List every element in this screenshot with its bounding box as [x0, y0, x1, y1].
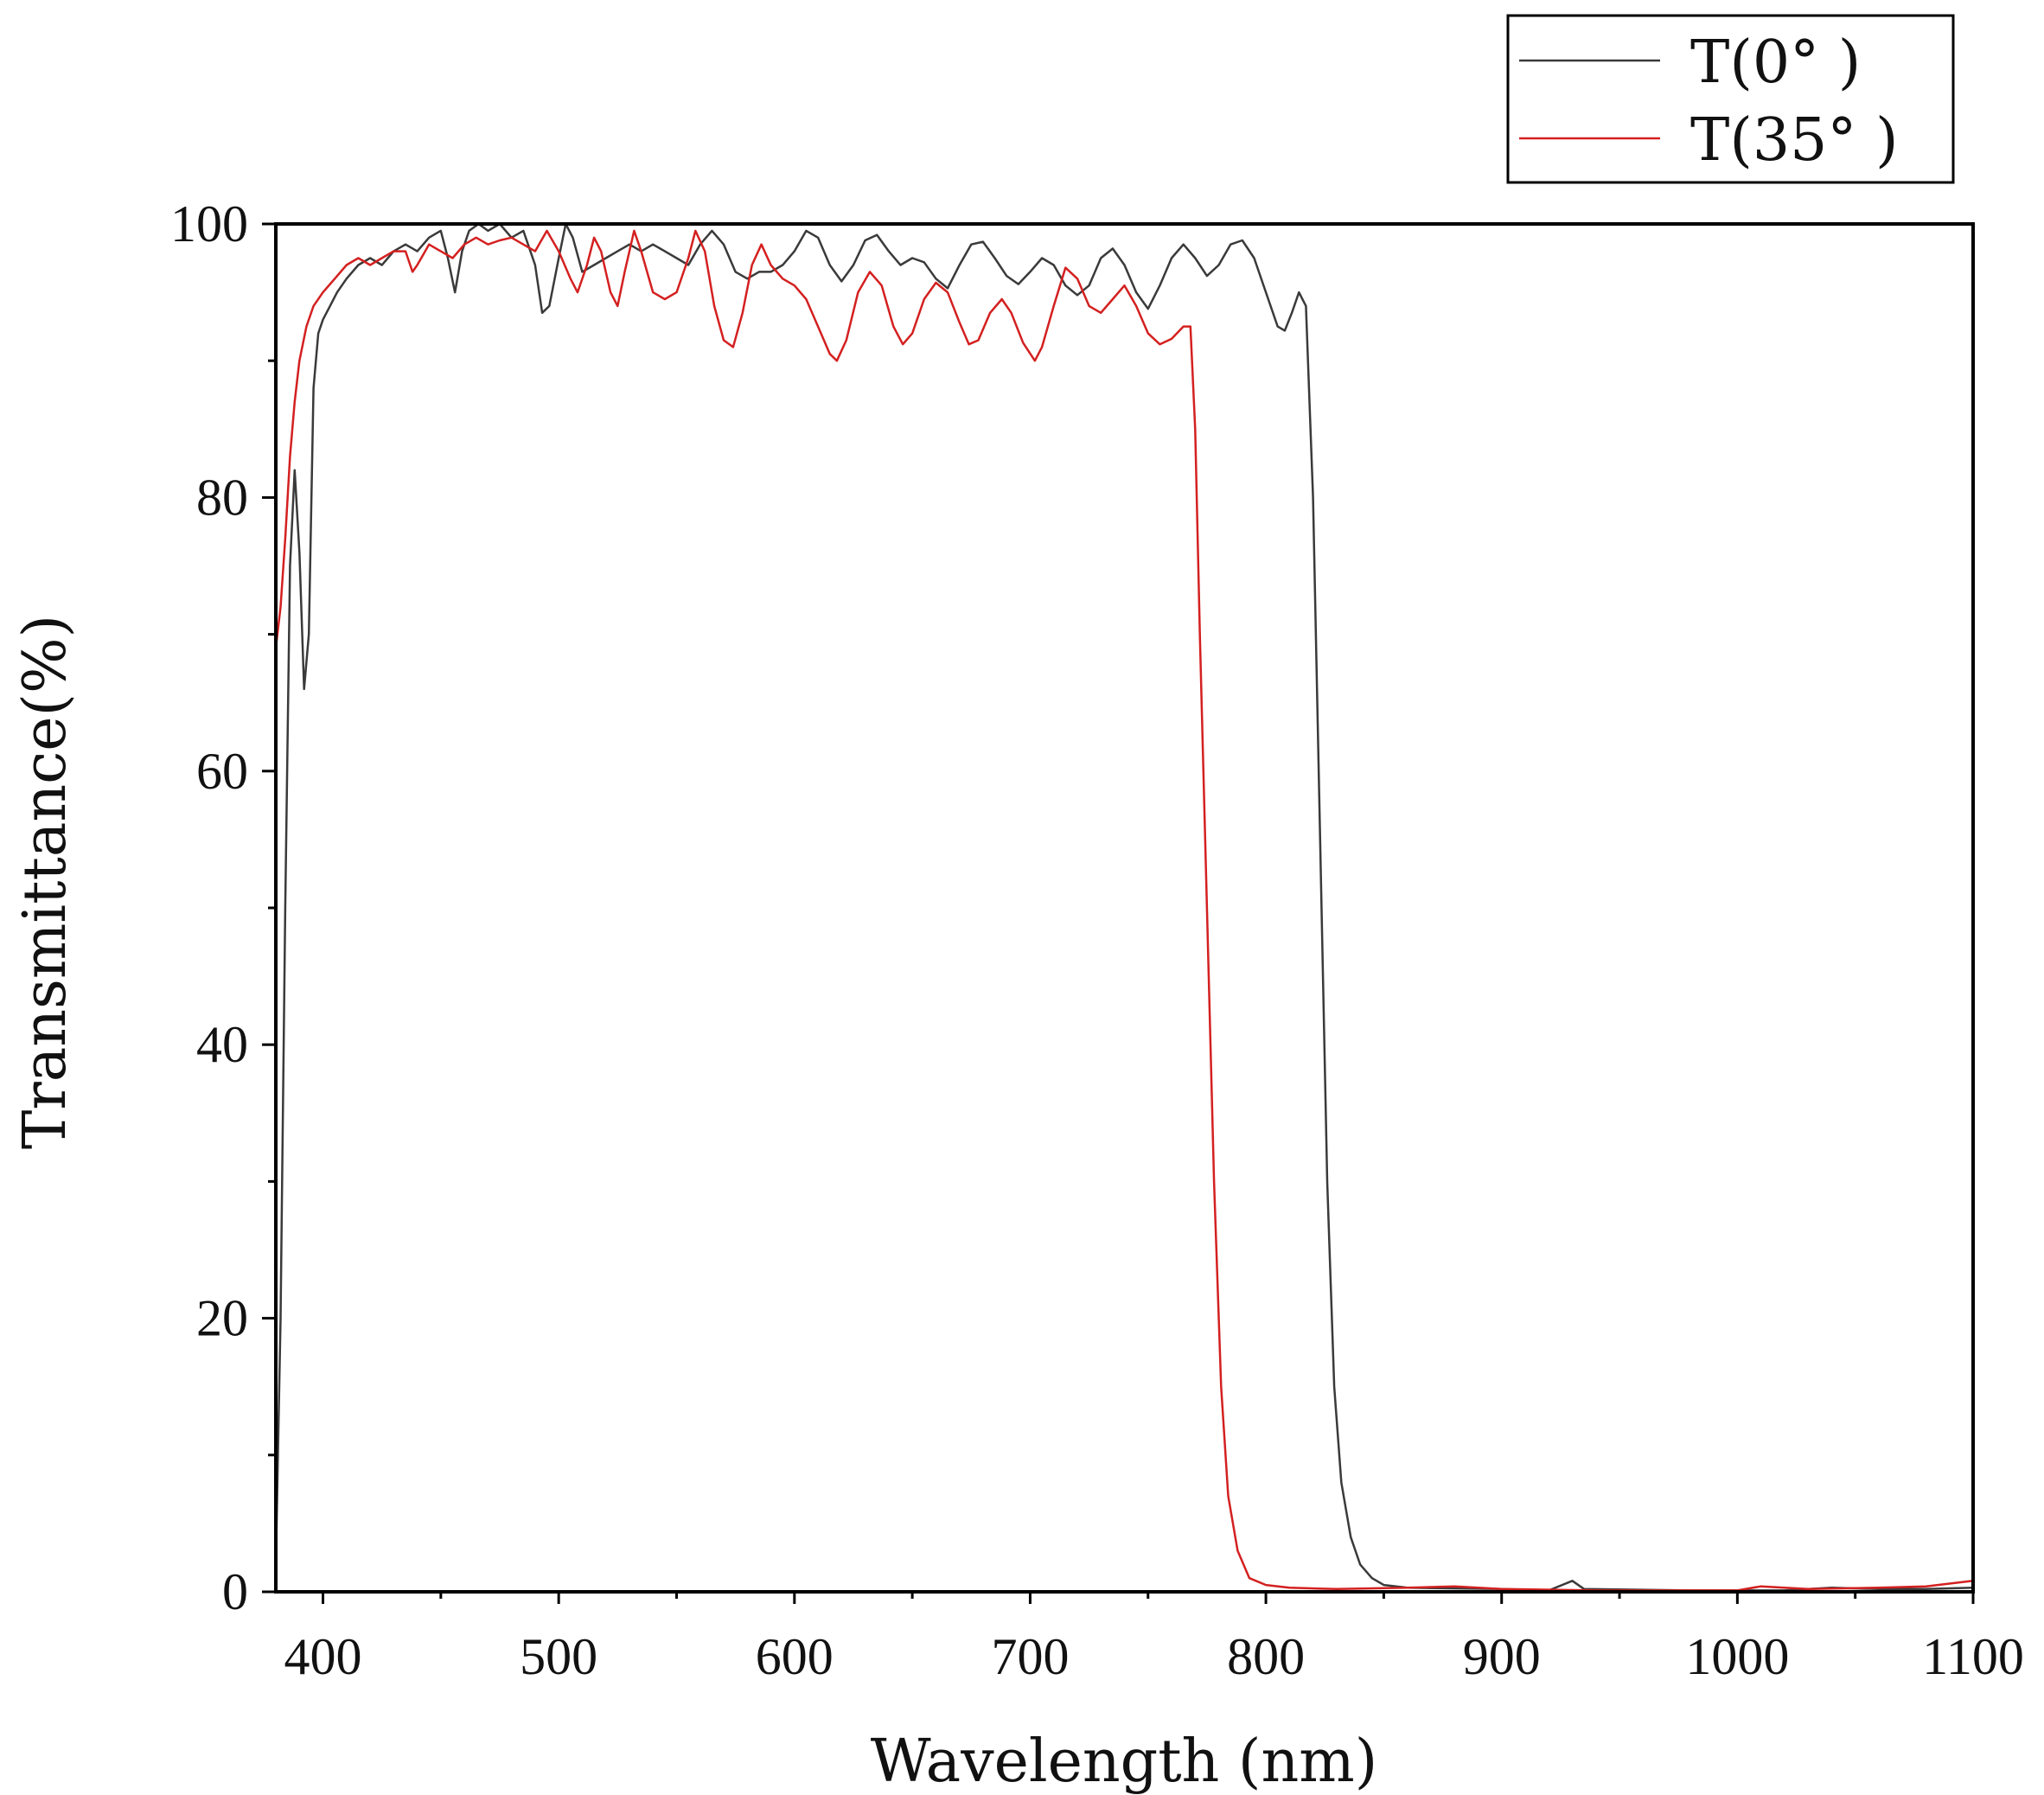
x-tick-label-1100: 1100 [1922, 1628, 2024, 1685]
y-tick-label-80: 80 [196, 469, 248, 526]
x-axis-title: Wavelength (nm) [871, 1728, 1378, 1795]
legend-label-t0: T(0° ) [1690, 29, 1861, 97]
series-layer [274, 222, 1974, 1592]
y-tick-label-0: 0 [222, 1563, 248, 1620]
y-tick-label-60: 60 [196, 743, 248, 800]
legend-box [1506, 14, 1955, 184]
x-tick-label-900: 900 [1463, 1628, 1541, 1685]
x-tick-label-600: 600 [756, 1628, 834, 1685]
y-axis-title: Transmittance(%) [11, 615, 80, 1149]
y-tick-label-100: 100 [170, 195, 248, 252]
y-tick-label-40: 40 [196, 1016, 248, 1073]
x-tick-label-400: 400 [284, 1628, 362, 1685]
axis-layer: 400 500 600 700 800 900 1000 1100 0 20 40 60 80 100 [170, 195, 2024, 1685]
x-tick-label-1000: 1000 [1685, 1628, 1789, 1685]
legend: T(0° ) T(35° ) [1506, 14, 1955, 184]
y-tick-label-20: 20 [196, 1290, 248, 1347]
series-line-1 [274, 229, 1974, 1592]
series-line-0 [274, 222, 1974, 1592]
legend-label-t35: T(35° ) [1690, 106, 1899, 175]
x-tick-label-700: 700 [991, 1628, 1069, 1685]
x-tick-label-500: 500 [520, 1628, 597, 1685]
x-tick-label-800: 800 [1227, 1628, 1305, 1685]
